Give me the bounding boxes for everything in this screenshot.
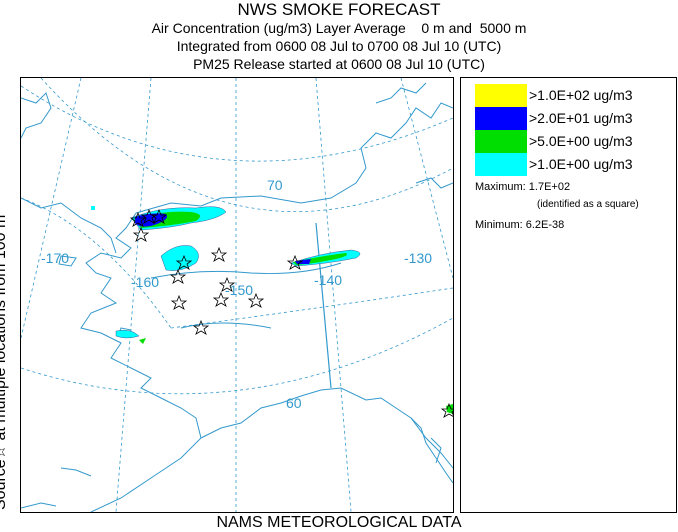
legend-swatch bbox=[475, 153, 527, 176]
legend-label: >5.0E+00 ug/m3 bbox=[529, 133, 633, 149]
graticule-labels: 70 60 -170 -160 -150 -140 -130 bbox=[41, 177, 432, 411]
legend-maximum-note: (identified as a square) bbox=[537, 199, 639, 210]
coast-se-alaska bbox=[410, 417, 453, 484]
legend-label: >1.0E+02 ug/m3 bbox=[529, 87, 633, 103]
coast-gulf-alaska bbox=[200, 387, 453, 469]
plume-sw-cyan bbox=[115, 329, 140, 339]
legend-label: >2.0E+01 ug/m3 bbox=[529, 110, 633, 126]
lat-line-60 bbox=[21, 317, 453, 395]
coast-se-alaska-inner bbox=[430, 437, 442, 464]
legend-swatch bbox=[475, 84, 527, 107]
source-star bbox=[218, 276, 236, 292]
lon-line-130 bbox=[400, 78, 453, 279]
coast-arctic-islands bbox=[375, 82, 427, 104]
legend-panel: >1.0E+02 ug/m3 >2.0E+01 ug/m3 >5.0E+00 u… bbox=[460, 77, 677, 513]
lat-line-70 bbox=[40, 78, 453, 212]
legend-swatch bbox=[475, 130, 527, 153]
source-star bbox=[192, 319, 210, 335]
lat-line-65b bbox=[170, 287, 453, 329]
source-star bbox=[210, 246, 228, 262]
map-panel: 70 60 -170 -160 -150 -140 -130 bbox=[20, 77, 454, 513]
coast-chukotka bbox=[21, 197, 117, 254]
coast-alaska-west bbox=[80, 212, 202, 512]
release-start: PM25 Release started at 0600 08 Jul 10 (… bbox=[193, 56, 485, 72]
coast-aleutians bbox=[60, 467, 92, 477]
label-lon160: -160 bbox=[131, 274, 159, 290]
lon-line-170 bbox=[21, 78, 82, 339]
source-star bbox=[286, 254, 304, 270]
label-lon140: -140 bbox=[314, 272, 342, 288]
coast-canada-north bbox=[415, 177, 453, 189]
plume-east-blue bbox=[295, 259, 311, 264]
smoke-plumes bbox=[91, 206, 453, 414]
graticule bbox=[21, 78, 453, 512]
source-markers bbox=[129, 208, 453, 418]
legend-swatch bbox=[475, 107, 527, 130]
label-lon170: -170 bbox=[41, 250, 69, 266]
lat-line-65a bbox=[21, 197, 172, 329]
source-star bbox=[175, 254, 193, 270]
plume-nw-blue bbox=[135, 213, 167, 227]
label-lat70: 70 bbox=[267, 177, 283, 193]
source-star bbox=[132, 226, 150, 242]
label-lat60: 60 bbox=[286, 395, 302, 411]
lon-line-140 bbox=[315, 78, 352, 512]
label-lon150: -150 bbox=[225, 282, 253, 298]
integration-period: Integrated from 0600 08 Jul to 0700 08 J… bbox=[176, 38, 502, 54]
data-source-footer: NAMS METEOROLOGICAL DATA bbox=[216, 514, 462, 531]
label-lon130: -130 bbox=[404, 250, 432, 266]
coast-st-lawrence-island bbox=[58, 255, 77, 267]
source-star bbox=[440, 402, 453, 418]
us-canada-border bbox=[315, 222, 332, 389]
source-label: Source☆ at multiple locations from 100 m bbox=[0, 215, 9, 510]
plume-small-cyan bbox=[91, 206, 95, 210]
legend-label: >1.0E+00 ug/m3 bbox=[529, 156, 633, 172]
lat-line-75 bbox=[21, 85, 453, 162]
map-svg: 70 60 -170 -160 -150 -140 -130 bbox=[21, 78, 453, 512]
plume-sw-green bbox=[139, 338, 146, 344]
source-star bbox=[129, 211, 147, 227]
legend-maximum: Maximum: 1.7E+02 bbox=[475, 181, 571, 193]
lon-line-160 bbox=[115, 78, 152, 512]
source-star bbox=[169, 268, 187, 284]
source-star bbox=[247, 292, 265, 308]
legend-minimum: Minimum: 6.2E-38 bbox=[475, 219, 565, 231]
chart-title: NWS SMOKE FORECAST bbox=[237, 0, 441, 19]
source-star bbox=[170, 294, 188, 310]
coast-north-slope bbox=[135, 102, 453, 214]
source-star bbox=[150, 208, 168, 224]
concentration-subtitle: Air Concentration (ug/m3) Layer Average … bbox=[151, 20, 527, 36]
coast-siberia bbox=[21, 92, 52, 139]
source-star bbox=[212, 291, 230, 307]
river-kuskokwim bbox=[180, 322, 272, 329]
coast-aleutians-west bbox=[21, 502, 57, 509]
